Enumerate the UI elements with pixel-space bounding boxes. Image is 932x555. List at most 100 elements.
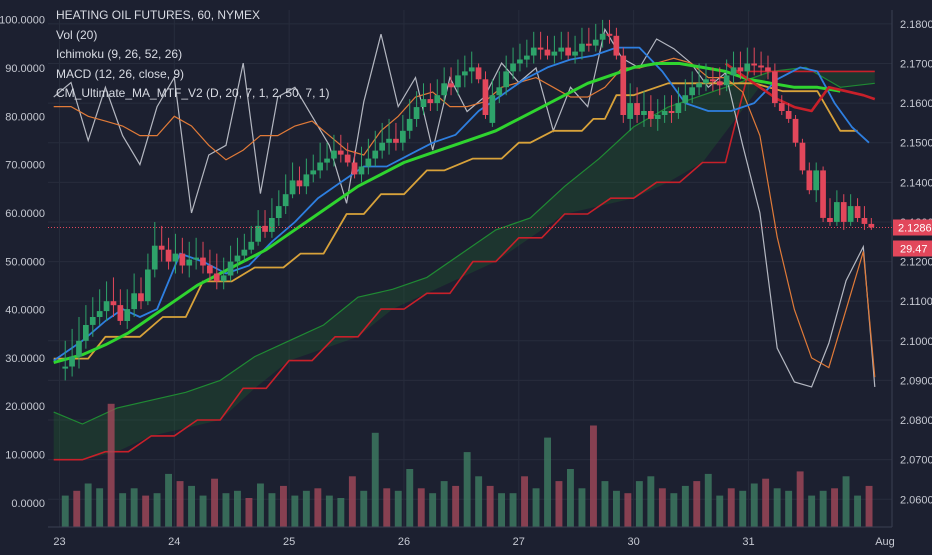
- legend-indicator-volume[interactable]: Vol (20): [56, 27, 98, 42]
- candle-body: [517, 59, 523, 64]
- candle-body: [200, 257, 206, 266]
- candle-body: [124, 309, 131, 321]
- candle-body: [710, 79, 716, 82]
- candle-body: [427, 99, 434, 104]
- candle-body: [420, 99, 427, 107]
- legend-indicator-ma-mtf[interactable]: CM_Ultimate_MA_MTF_V2 (D, 20, 7, 1, 2, 5…: [56, 86, 330, 100]
- candle-body: [544, 49, 551, 56]
- volume-bar: [831, 488, 838, 527]
- candle-body: [255, 225, 261, 242]
- volume-bar: [808, 495, 816, 527]
- volume-bar: [245, 498, 253, 527]
- candle-body: [834, 202, 840, 222]
- candle-body: [847, 206, 854, 222]
- volume-bar: [222, 493, 230, 527]
- candle-body: [482, 79, 489, 115]
- right-axis-tick-label: 2.0900: [900, 375, 932, 387]
- candle-body: [751, 63, 757, 66]
- x-axis-tick-label: 24: [168, 536, 180, 548]
- right-axis-tick-label: 2.1200: [900, 257, 932, 269]
- volume-bar: [291, 495, 299, 527]
- volume-bar: [727, 488, 735, 527]
- candle-body: [213, 273, 220, 282]
- ichimoku-cloud: [53, 67, 875, 460]
- volume-bar: [624, 493, 632, 527]
- x-axis-tick-label: 30: [627, 536, 639, 548]
- volume-bar: [750, 483, 758, 527]
- candle-body: [103, 301, 110, 312]
- right-axis-tick-label: 2.1400: [900, 177, 932, 189]
- volume-bar: [762, 478, 770, 527]
- candle-body: [186, 259, 193, 266]
- candle-body: [820, 170, 826, 218]
- left-axis-tick-label: 40.0000: [5, 305, 45, 317]
- candle-body: [661, 111, 668, 115]
- candle-body: [648, 111, 654, 119]
- last-value-label: 29.47: [900, 244, 928, 256]
- volume-bar: [165, 473, 172, 527]
- candle-body: [110, 301, 117, 306]
- volume-bar: [463, 452, 471, 527]
- candle-body: [565, 47, 571, 56]
- volume-bar: [658, 488, 666, 527]
- volume-bar: [417, 488, 425, 527]
- volume-bar: [635, 481, 643, 527]
- candle-body: [262, 225, 268, 232]
- legend: HEATING OIL FUTURES, 60, NYMEX Vol (20) …: [56, 6, 329, 104]
- left-axis-tick-label: 10.0000: [5, 450, 45, 462]
- candle-body: [778, 103, 785, 111]
- right-axis-tick-label: 2.1700: [900, 59, 932, 71]
- volume-bar: [693, 481, 701, 527]
- x-axis-tick-label: 26: [398, 536, 410, 548]
- legend-indicator-macd[interactable]: MACD (12, 26, close, 9): [56, 66, 185, 81]
- volume-bar: [578, 488, 586, 527]
- candle-body: [303, 174, 310, 187]
- volume-bar: [854, 495, 861, 527]
- candle-body: [351, 162, 358, 175]
- volume-bar: [360, 490, 368, 527]
- volume-bar: [302, 490, 310, 527]
- volume-bar: [153, 493, 161, 527]
- right-axis-tick-label: 2.0600: [900, 494, 932, 506]
- left-axis-tick-label: 100.0000: [0, 15, 45, 27]
- volume-bar: [257, 483, 264, 527]
- volume-bar: [96, 488, 104, 527]
- candle-body: [765, 67, 771, 72]
- candle-body: [792, 118, 799, 143]
- candle-body: [827, 218, 833, 222]
- volume-bar: [84, 483, 92, 527]
- volume-bar: [716, 495, 724, 527]
- volume-bar: [119, 493, 127, 527]
- candle-body: [434, 95, 441, 104]
- candle-body: [641, 111, 647, 115]
- candle-body: [475, 67, 482, 80]
- volume-bar: [647, 476, 655, 527]
- candle-body: [296, 180, 303, 187]
- volume-bar: [61, 495, 69, 527]
- candle-body: [689, 87, 695, 96]
- candle-body: [372, 150, 379, 159]
- candle-body: [744, 63, 751, 72]
- legend-indicator-ichimoku[interactable]: Ichimoku (9, 26, 52, 26): [56, 47, 183, 61]
- candle-body: [572, 51, 578, 56]
- candle-body: [668, 111, 675, 113]
- left-axis-tick-label: 50.0000: [5, 256, 45, 268]
- candle-body: [455, 75, 461, 88]
- left-axis-tick-label: 70.0000: [5, 160, 45, 172]
- volume-bar: [406, 469, 414, 527]
- candle-body: [151, 245, 158, 270]
- chart-title: HEATING OIL FUTURES, 60, NYMEX: [56, 8, 261, 22]
- candle-body: [317, 162, 323, 171]
- candle-body: [716, 81, 723, 86]
- right-axis-tick-label: 2.1000: [900, 336, 932, 348]
- candle-body: [220, 275, 227, 282]
- volume-bar: [429, 493, 437, 527]
- candle-body: [730, 67, 737, 76]
- candle-body: [207, 265, 213, 274]
- volume-bar: [337, 498, 345, 527]
- candle-body: [861, 218, 868, 224]
- candle-body: [524, 55, 530, 60]
- candle-body: [76, 340, 82, 357]
- volume-bar: [234, 490, 241, 527]
